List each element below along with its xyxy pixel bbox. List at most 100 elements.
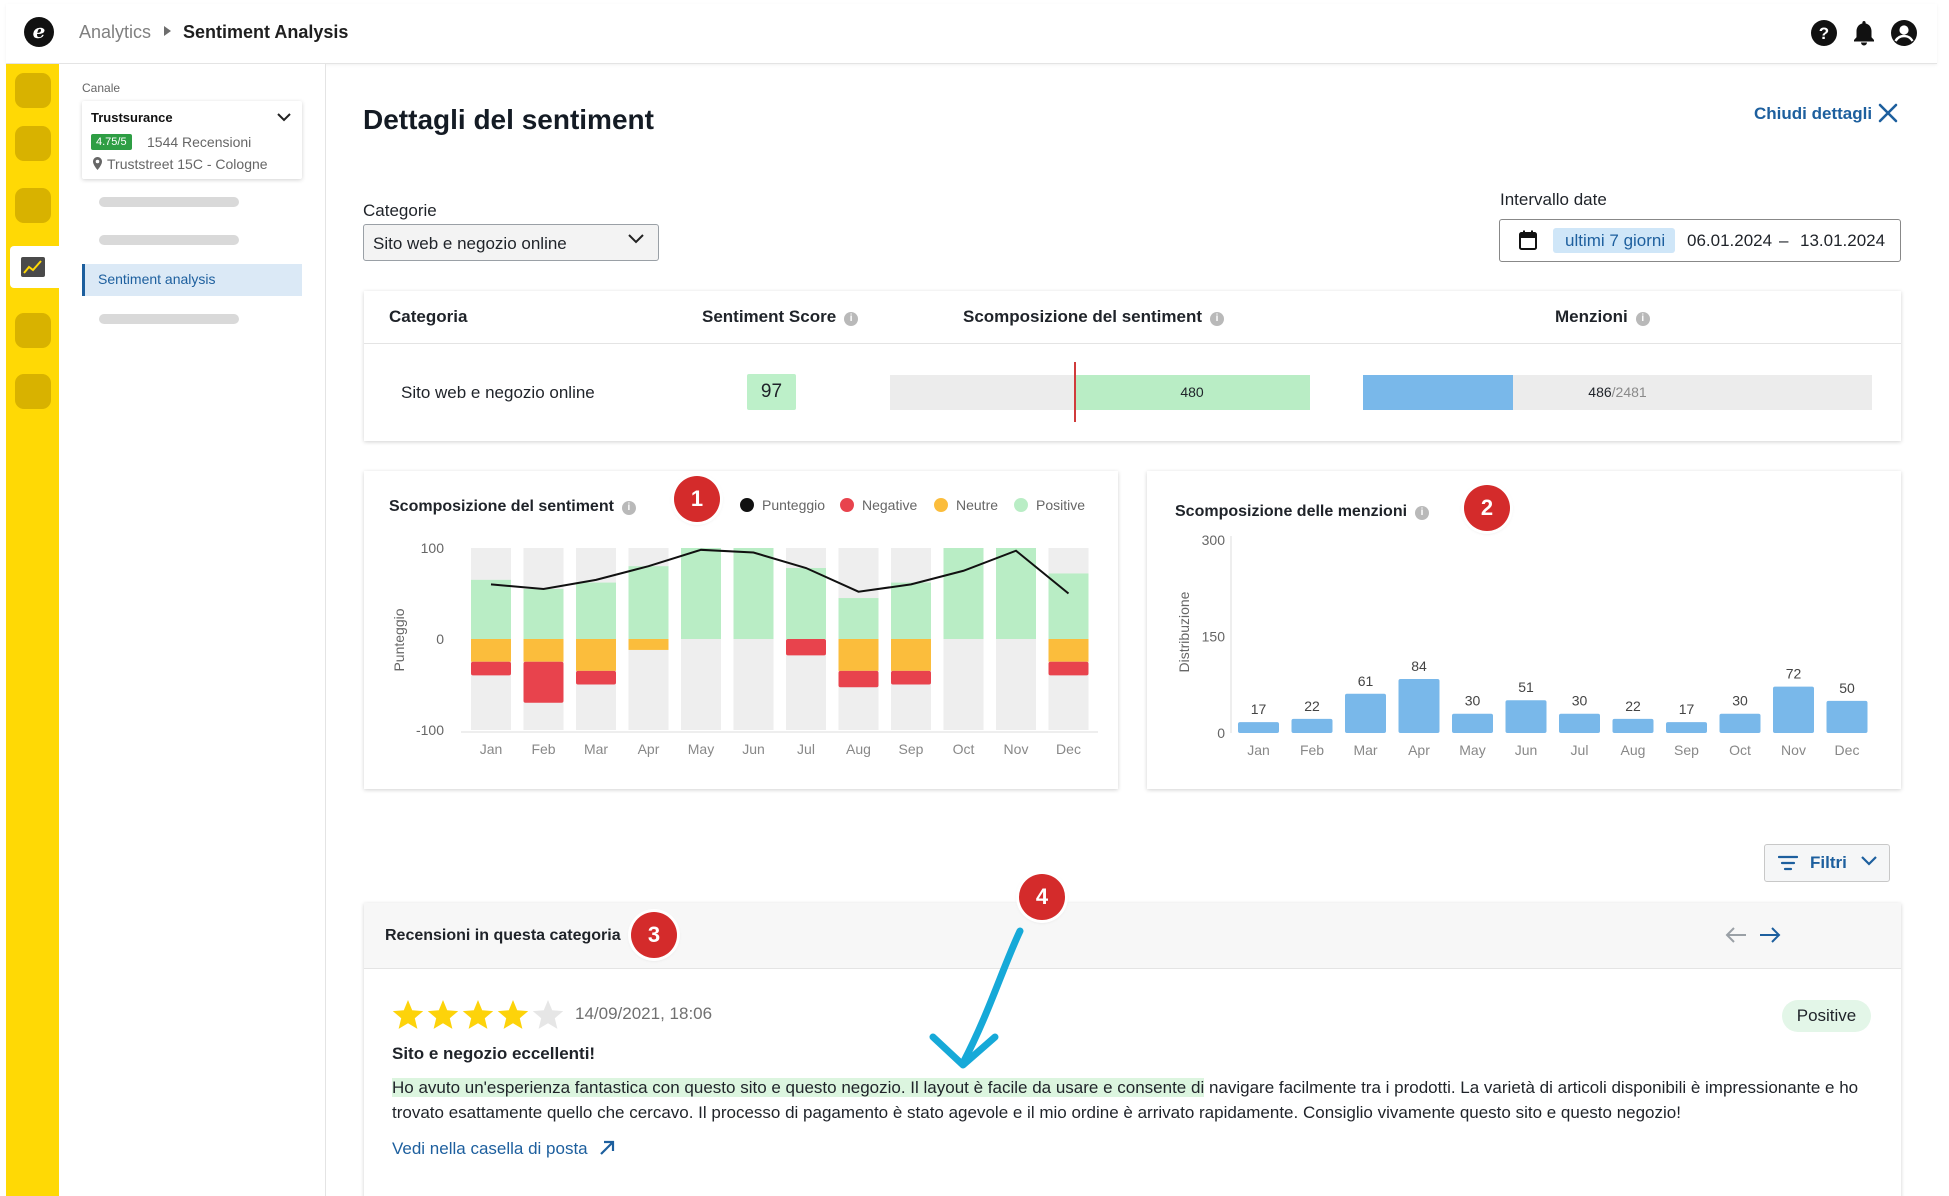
arrow-left-icon[interactable]	[1725, 926, 1747, 944]
breadcrumb-separator-icon	[164, 26, 171, 36]
data-label: 30	[1572, 693, 1588, 709]
mentions-count: 486	[1588, 384, 1612, 400]
bar-neutral	[1048, 639, 1089, 662]
x-tick-label: Jul	[1571, 742, 1589, 758]
bar	[1773, 686, 1814, 733]
star-filled-icon	[427, 1000, 459, 1029]
bar-positive	[943, 548, 984, 639]
legend-item-negative: Negative	[840, 497, 917, 513]
reviews-header	[364, 903, 1901, 969]
rail-item-6[interactable]	[15, 374, 51, 409]
bar	[1826, 700, 1868, 733]
bar	[1291, 718, 1333, 733]
mentions-breakdown-chart: 300 150 0 Distribuzione 17 Jan 22 Feb 61 Mar 84 Apr…	[1176, 532, 1868, 758]
x-tick-label: Sep	[1674, 742, 1699, 758]
bar-neutral	[523, 639, 564, 662]
info-icon[interactable]: i	[1210, 312, 1224, 326]
bar	[1505, 700, 1547, 733]
bar-positive	[628, 566, 669, 639]
external-link-icon[interactable]	[598, 1139, 616, 1157]
date-preset-chip[interactable]	[1553, 228, 1675, 253]
info-icon[interactable]: i	[621, 501, 636, 515]
bell-icon[interactable]	[1850, 19, 1878, 47]
bar	[1398, 678, 1440, 733]
x-tick-label: Jul	[797, 741, 815, 757]
app-logo[interactable]: e	[24, 17, 54, 47]
rail-item-1[interactable]	[15, 73, 51, 108]
rail-item-analytics[interactable]	[10, 246, 60, 288]
categories-label: Categorie	[363, 201, 437, 220]
sidebar-item-placeholder[interactable]	[99, 314, 239, 324]
column-header-sentiment-breakdown: Scomposizione del sentiment i	[963, 307, 1224, 327]
chevron-down-icon[interactable]	[276, 112, 292, 122]
bar	[1612, 718, 1654, 733]
help-icon[interactable]: ?	[1810, 19, 1838, 47]
rail-item-5[interactable]	[15, 313, 51, 348]
rail-item-2[interactable]	[15, 126, 51, 161]
x-tick-label: Apr	[638, 741, 660, 757]
x-tick-label: May	[688, 741, 714, 757]
x-tick-label: Nov	[1004, 741, 1029, 757]
info-icon[interactable]: i	[844, 312, 859, 326]
chevron-down-icon[interactable]	[627, 233, 645, 245]
sentiment-bar-zero-marker	[1074, 362, 1076, 422]
category-select[interactable]	[363, 224, 659, 261]
sentiment-breakdown-chart: 100 0 -100 Punteggio Jan Feb Mar Apr May Jun Jul Au…	[391, 540, 1098, 757]
data-label: 17	[1679, 701, 1695, 717]
bar-negative	[838, 670, 879, 688]
arrow-right-icon[interactable]	[1759, 926, 1781, 944]
x-tick-label: May	[1459, 742, 1485, 758]
calendar-icon	[1519, 230, 1537, 250]
chart-title: Scomposizione del sentiment i	[389, 498, 636, 516]
bar	[1719, 713, 1761, 733]
bar-negative	[1048, 661, 1089, 676]
legend-label: Punteggio	[762, 497, 826, 513]
bar-negative	[471, 661, 511, 676]
bar-positive	[891, 582, 931, 639]
review-date: 14/09/2021, 18:06	[575, 1004, 713, 1023]
close-icon[interactable]	[1877, 102, 1899, 124]
bar-positive	[786, 568, 826, 639]
bar-positive	[471, 579, 511, 639]
bar	[1559, 713, 1600, 733]
annotation-arrow	[929, 927, 1024, 1069]
star-filled-icon	[462, 1000, 494, 1029]
x-tick-label: Jun	[1515, 742, 1538, 758]
category-select-value: Sito web e negozio online	[373, 234, 567, 253]
y-tick-label: 300	[1202, 532, 1226, 548]
bar-positive	[1048, 573, 1089, 639]
sentiment-bar-value: 480	[1180, 384, 1204, 400]
annotation-marker-2: 2	[1464, 485, 1510, 531]
bar-neutral	[891, 639, 931, 671]
star-rating	[392, 1000, 564, 1029]
close-details-button[interactable]: Chiudi dettagli	[1754, 104, 1873, 123]
sentiment-badge: Positive	[1782, 1000, 1871, 1032]
channel-address: Truststreet 15C - Cologne	[107, 156, 268, 172]
rail-item-3[interactable]	[15, 188, 51, 223]
sidebar-item-sentiment-analysis[interactable]	[82, 264, 302, 296]
info-icon[interactable]: i	[1415, 506, 1430, 520]
x-tick-label: Feb	[1300, 742, 1324, 758]
data-label: 51	[1518, 679, 1534, 695]
breadcrumb-parent[interactable]: Analytics	[79, 22, 152, 42]
y-tick-label: 100	[421, 540, 445, 556]
view-in-inbox-link[interactable]: Vedi nella casella di posta	[392, 1139, 588, 1158]
bar-neutral	[471, 639, 511, 662]
star-filled-icon	[497, 1000, 529, 1029]
data-label: 30	[1465, 693, 1481, 709]
legend-swatch	[740, 498, 754, 512]
row-category[interactable]: Sito web e negozio online	[401, 383, 595, 402]
sidebar-item-placeholder[interactable]	[99, 197, 239, 207]
bar-positive	[838, 598, 879, 639]
column-header-mentions: Menzioni i	[1555, 307, 1650, 327]
x-tick-label: Nov	[1781, 742, 1806, 758]
date-interval-label: Intervallo date	[1500, 190, 1607, 209]
bar-positive	[523, 588, 564, 639]
location-pin-icon	[93, 157, 102, 170]
rating-badge: 4.75/5	[91, 134, 132, 150]
user-icon[interactable]	[1890, 19, 1918, 47]
channel-reviews-count: 1544 Recensioni	[147, 134, 252, 150]
info-icon[interactable]: i	[1635, 312, 1650, 326]
y-tick-label: 0	[1217, 725, 1225, 741]
sidebar-item-placeholder[interactable]	[99, 235, 239, 245]
